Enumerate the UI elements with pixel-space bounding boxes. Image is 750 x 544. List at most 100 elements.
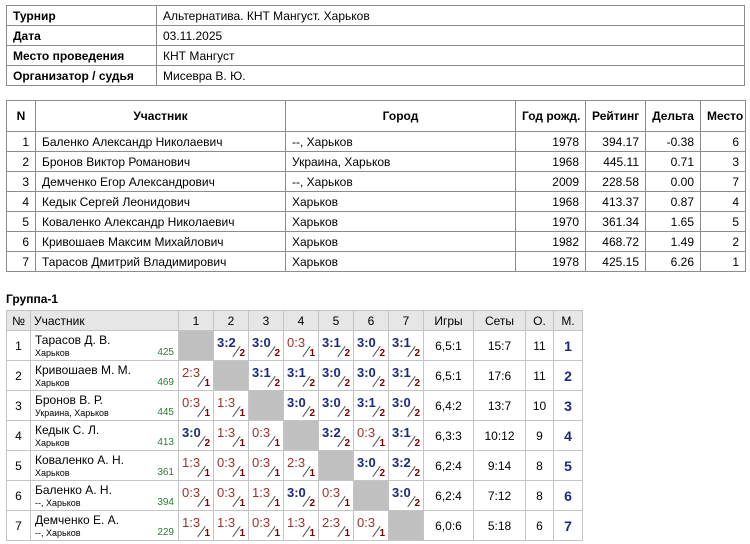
score: 3:2 — [392, 455, 411, 470]
player-rating: 394 — [157, 497, 174, 508]
column-header: 1 — [178, 310, 214, 331]
cell: 394.17 — [585, 131, 646, 152]
score-cell: 3:0 2 — [353, 360, 389, 391]
cell: 5 — [700, 211, 746, 232]
group-row: 1 Тарасов Д. В. Харьков 425 3:2 2 3:0 2 0:3 1 3:1 2… — [6, 330, 583, 361]
player-city: Харьков — [35, 348, 70, 358]
score: 1:3 — [217, 425, 236, 440]
match-points: 2 — [414, 408, 420, 419]
match-points: 1 — [204, 408, 210, 419]
player-cell: Кедык С. Л. Харьков 413 — [30, 420, 179, 451]
cell: 1968 — [515, 151, 586, 172]
self-cell — [318, 450, 354, 481]
score: 0:3 — [357, 515, 376, 530]
score: 3:0 — [392, 395, 411, 410]
score: 3:1 — [392, 365, 411, 380]
info-table: Турнир Альтернатива. КНТ Мангуст. Харьков… — [6, 5, 745, 86]
match-points: 1 — [274, 468, 280, 479]
cell: 6 — [700, 131, 746, 152]
cell: 5 — [6, 211, 36, 232]
column-header: Город — [285, 100, 516, 132]
score-cell: 3:0 2 — [353, 330, 389, 361]
group-title: Группа-1 — [6, 292, 59, 306]
group-header: № Участник 1 2 3 4 5 6 7 Игры Сеты О. М. — [6, 310, 583, 331]
games: 6,3:3 — [423, 420, 474, 451]
cell: 7 — [700, 171, 746, 192]
self-cell — [213, 360, 249, 391]
score-cell: 1:3 1 — [178, 510, 214, 541]
row-number: 7 — [6, 510, 31, 541]
place: 1 — [553, 330, 583, 361]
score: 3:0 — [357, 365, 376, 380]
match-points: 1 — [204, 498, 210, 509]
row-number: 1 — [6, 330, 31, 361]
score-cell: 1:3 1 — [213, 510, 249, 541]
cell: Харьков — [285, 251, 516, 272]
player-rating: 445 — [157, 407, 174, 418]
info-value: Альтернатива. КНТ Мангуст. Харьков — [156, 5, 745, 26]
player-name: Коваленко А. Н. — [35, 453, 124, 467]
column-header: 3 — [248, 310, 284, 331]
score-cell: 0:3 1 — [213, 450, 249, 481]
cell: --, Харьков — [285, 171, 516, 192]
participants-table: N Участник Город Год рожд. Рейтинг Дельта Мест… — [6, 100, 746, 272]
info-row: Турнир Альтернатива. КНТ Мангуст. Харьков — [6, 5, 745, 26]
cell: Баленко Александр Николаевич — [35, 131, 286, 152]
games: 6,0:6 — [423, 510, 474, 541]
score: 0:3 — [357, 425, 376, 440]
sets: 15:7 — [473, 330, 526, 361]
column-header: Сеты — [473, 310, 526, 331]
score-cell: 1:3 1 — [213, 390, 249, 421]
group-body: 1 Тарасов Д. В. Харьков 425 3:2 2 3:0 2 0:3 1 3:1 2… — [6, 330, 583, 541]
score: 3:0 — [357, 335, 376, 350]
score-cell: 2:3 1 — [178, 360, 214, 391]
info-value: КНТ Мангуст — [156, 45, 745, 66]
info-value: Мисевра В. Ю. — [156, 65, 745, 86]
player-city: Харьков — [35, 438, 70, 448]
player-cell: Демченко Е. А. --, Харьков 229 — [30, 510, 179, 541]
place: 4 — [553, 420, 583, 451]
score: 0:3 — [322, 485, 341, 500]
column-header: 2 — [213, 310, 249, 331]
cell: Кривошаев Максим Михайлович — [35, 231, 286, 252]
score-cell: 0:3 1 — [178, 480, 214, 511]
cell: 425.15 — [585, 251, 646, 272]
cell: 0.87 — [645, 191, 701, 212]
cell: 3 — [6, 171, 36, 192]
match-points: 2 — [414, 378, 420, 389]
match-points: 1 — [239, 498, 245, 509]
match-points: 2 — [379, 408, 385, 419]
info-label: Место проведения — [6, 45, 157, 66]
cell: -0.38 — [645, 131, 701, 152]
score: 0:3 — [252, 515, 271, 530]
player-cell: Тарасов Д. В. Харьков 425 — [30, 330, 179, 361]
player-name: Кривошаев М. М. — [35, 363, 131, 377]
column-header: О. — [525, 310, 554, 331]
score-cell: 3:0 2 — [283, 480, 319, 511]
player-rating: 229 — [157, 527, 174, 538]
match-points: 1 — [379, 528, 385, 539]
cell: 6.26 — [645, 251, 701, 272]
sets: 7:12 — [473, 480, 526, 511]
match-points: 2 — [274, 378, 280, 389]
score: 0:3 — [217, 485, 236, 500]
score-cell: 3:0 2 — [178, 420, 214, 451]
match-points: 2 — [414, 348, 420, 359]
self-cell — [388, 510, 424, 541]
player-city: Украина, Харьков — [35, 408, 109, 418]
column-header: N — [6, 100, 36, 132]
score: 3:0 — [392, 485, 411, 500]
place: 6 — [553, 480, 583, 511]
points: 6 — [525, 510, 554, 541]
participant-row: 7 Тарасов Дмитрий Владимирович Харьков 1978… — [6, 251, 746, 272]
cell: 3 — [700, 151, 746, 172]
match-points: 1 — [379, 438, 385, 449]
score-cell: 2:3 1 — [318, 510, 354, 541]
cell: 468.72 — [585, 231, 646, 252]
match-points: 1 — [274, 438, 280, 449]
cell: 4 — [700, 191, 746, 212]
cell: --, Харьков — [285, 131, 516, 152]
cell: 413.37 — [585, 191, 646, 212]
column-header: Дельта — [645, 100, 701, 132]
score: 3:1 — [357, 395, 376, 410]
